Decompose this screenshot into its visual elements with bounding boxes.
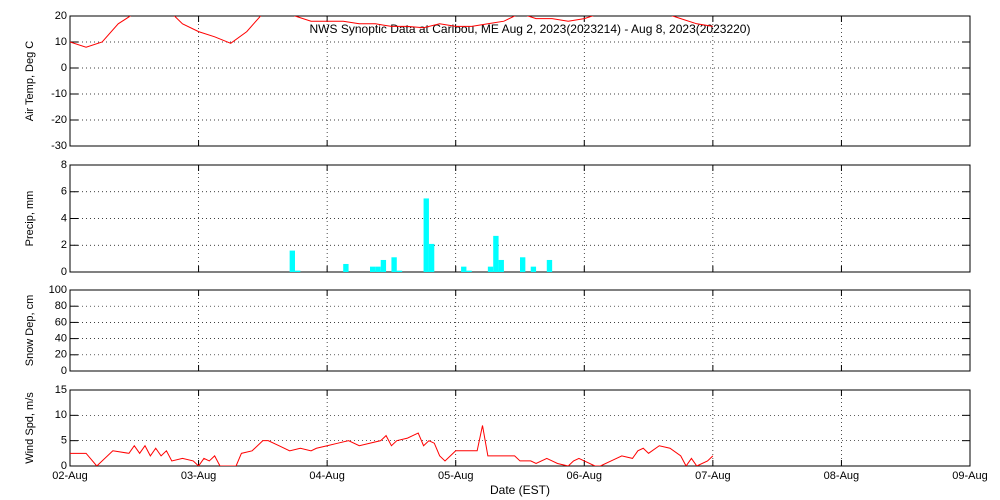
bar bbox=[428, 243, 435, 272]
y-tick-label: 5 bbox=[61, 435, 67, 447]
bar bbox=[487, 266, 494, 272]
y-axis-label: Snow Dep, cm bbox=[24, 295, 36, 367]
bar bbox=[461, 266, 467, 272]
bar bbox=[530, 266, 537, 272]
x-tick-label: 03-Aug bbox=[181, 470, 216, 482]
data-line bbox=[70, 16, 713, 48]
panel: 0 5 10 15 Wind Spd, m/s 02-Aug 03-Aug 04-Aug 05-… bbox=[24, 384, 988, 497]
y-tick-label: 40 bbox=[55, 333, 67, 345]
y-tick-label: 15 bbox=[55, 384, 67, 396]
y-tick-label: 20 bbox=[55, 10, 67, 22]
bar bbox=[396, 270, 403, 272]
bar bbox=[520, 257, 526, 272]
y-tick-label: 100 bbox=[49, 284, 67, 296]
bar bbox=[391, 257, 397, 272]
y-tick-label: 20 bbox=[55, 349, 67, 361]
bar bbox=[380, 259, 387, 272]
x-tick-label: 08-Aug bbox=[824, 470, 859, 482]
chart-title: NWS Synoptic Data at Caribou, ME Aug 2, … bbox=[310, 22, 751, 36]
y-tick-label: 10 bbox=[55, 409, 67, 421]
bar bbox=[546, 259, 553, 272]
panel: -30 -20 -10 0 10 20 Air Temp, Deg C NWS Synopti… bbox=[24, 10, 971, 152]
y-tick-label: 10 bbox=[55, 36, 67, 48]
plot-frame bbox=[69, 389, 971, 467]
bar bbox=[498, 259, 504, 272]
x-tick-label: 02-Aug bbox=[52, 470, 87, 482]
bar bbox=[466, 270, 472, 272]
bar bbox=[370, 266, 376, 272]
y-tick-label: 60 bbox=[55, 316, 67, 328]
y-axis-label: Wind Spd, m/s bbox=[24, 392, 36, 464]
y-tick-label: 0 bbox=[61, 266, 67, 278]
x-tick-label: 06-Aug bbox=[567, 470, 602, 482]
x-tick-label: 07-Aug bbox=[695, 470, 730, 482]
x-tick-label: 04-Aug bbox=[309, 470, 344, 482]
plot-frame bbox=[69, 15, 971, 147]
x-axis-label: Date (EST) bbox=[490, 483, 550, 497]
y-tick-label: 0 bbox=[61, 62, 67, 74]
bar bbox=[343, 263, 349, 272]
panel: 0 2 4 6 8 Precip, mm bbox=[24, 159, 971, 278]
y-tick-label: -10 bbox=[51, 88, 67, 100]
y-tick-label: 4 bbox=[61, 212, 67, 224]
y-tick-label: 0 bbox=[61, 460, 67, 472]
y-axis-label: Air Temp, Deg C bbox=[24, 41, 36, 122]
y-tick-label: 8 bbox=[61, 159, 67, 171]
bar bbox=[493, 235, 499, 272]
bar bbox=[375, 266, 381, 272]
y-axis-label: Precip, mm bbox=[24, 191, 36, 247]
y-tick-label: -30 bbox=[51, 140, 67, 152]
bar bbox=[423, 198, 429, 272]
y-tick-label: 80 bbox=[55, 300, 67, 312]
bar bbox=[295, 270, 301, 272]
x-tick-label: 09-Aug bbox=[952, 470, 987, 482]
y-tick-label: 2 bbox=[61, 239, 67, 251]
plot-frame bbox=[69, 289, 971, 372]
y-tick-label: -20 bbox=[51, 114, 67, 126]
data-line bbox=[70, 425, 714, 466]
x-tick-label: 05-Aug bbox=[438, 470, 473, 482]
y-tick-label: 6 bbox=[61, 186, 67, 198]
bar bbox=[289, 250, 295, 272]
panel: 0 20 40 60 80 100 Snow Dep, cm bbox=[24, 284, 971, 377]
y-tick-label: 0 bbox=[61, 365, 67, 377]
